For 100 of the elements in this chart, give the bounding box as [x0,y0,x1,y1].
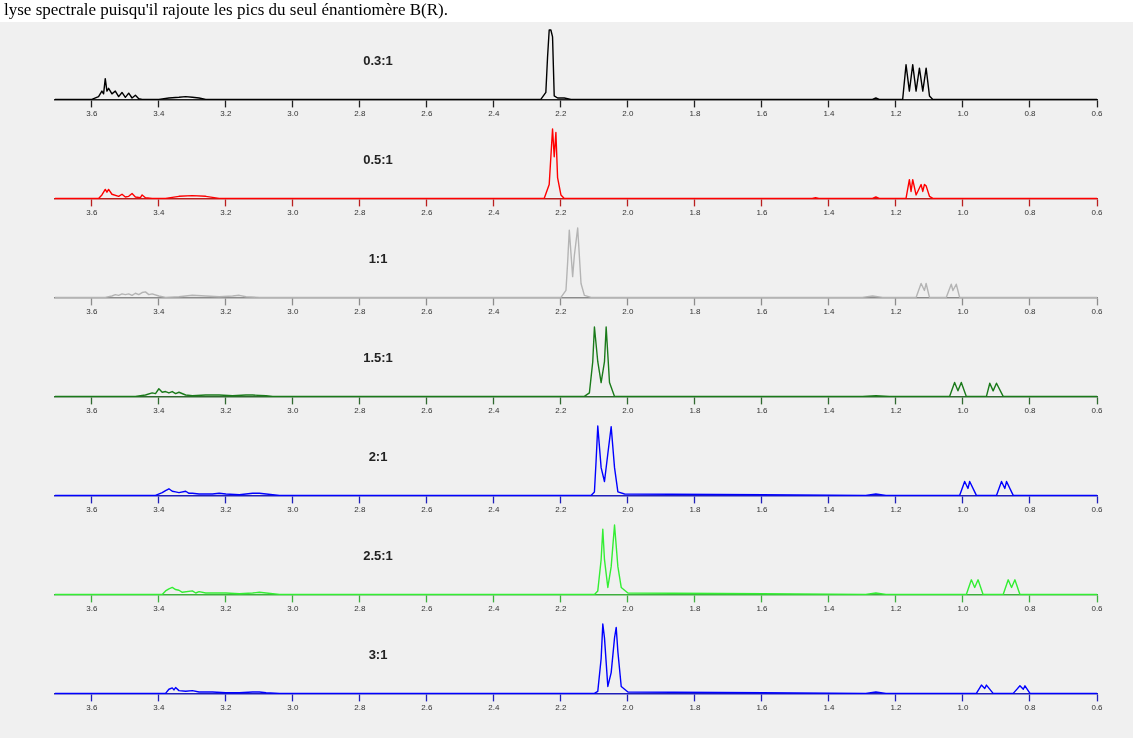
x-tick-label: 1.0 [957,406,970,416]
x-tick-label: 1.0 [957,109,970,119]
x-tick-label: 3.0 [287,208,299,218]
x-tick-label: 3.0 [287,406,299,416]
x-tick-label: 2.6 [421,703,434,713]
x-tick-label: 2.0 [622,208,635,218]
text: 1.5:1 [363,349,393,365]
x-tick-label: 3.2 [220,307,232,317]
x-tick-label: 0.8 [1024,505,1037,515]
x-tick-label: 1.0 [957,307,970,317]
x-tick-label: 0.8 [1024,307,1037,317]
x-tick-label: 3.0 [287,505,299,515]
x-tick-label: 1.4 [823,109,836,119]
x-tick-label: 3.2 [220,208,232,218]
x-tick-label: 2.2 [555,406,568,416]
x-tick-label: 2.0 [622,307,635,317]
x-tick-label: 1.4 [823,703,836,713]
x-tick-label: 0.8 [1024,208,1037,218]
x-tick-label: 1.2 [890,307,903,317]
x-tick-label: 2.0 [622,406,635,416]
x-tick-label: 2.4 [488,406,501,416]
x-tick-label: 1.6 [756,505,769,515]
x-tick-label: 2.6 [421,307,434,317]
x-tick-label: 3.2 [220,406,232,416]
x-tick-label: 2.6 [421,406,434,416]
x-tick-label: 2.6 [421,505,434,515]
x-tick-label: 2.6 [421,604,434,614]
x-tick-label: 1.6 [756,109,769,119]
x-tick-label: 0.6 [1091,208,1104,218]
x-tick-label: 1.8 [689,109,702,119]
x-tick-label: 2.2 [555,505,568,515]
x-tick-label: 1.2 [890,406,903,416]
x-tick-label: 1.8 [689,604,702,614]
x-tick-label: 3.2 [220,703,232,713]
x-tick-label: 0.8 [1024,703,1037,713]
x-tick-label: 3.2 [220,109,232,119]
x-tick-label: 1.6 [756,307,769,317]
x-tick-label: 1.8 [689,505,702,515]
x-tick-label: 1.2 [890,703,903,713]
x-tick-label: 2.8 [354,406,366,416]
x-tick-label: 3.0 [287,604,299,614]
x-tick-label: 2.8 [354,307,366,317]
x-tick-label: 3.2 [220,505,232,515]
x-tick-label: 1.4 [823,406,836,416]
x-tick-label: 2.4 [488,109,501,119]
x-tick-label: 2.2 [555,703,568,713]
x-tick-label: 1.0 [957,604,970,614]
x-tick-label: 2.4 [488,703,501,713]
x-tick-label: 3.4 [153,109,165,119]
x-tick-label: 3.4 [153,406,165,416]
x-tick-label: 2.8 [354,505,366,515]
x-tick-label: 0.6 [1091,604,1104,614]
x-tick-label: 0.6 [1091,703,1104,713]
x-tick-label: 0.6 [1091,109,1104,119]
x-tick-label: 2.0 [622,703,635,713]
x-tick-label: 1.6 [756,604,769,614]
x-tick-label: 1.2 [890,604,903,614]
x-tick-label: 3.4 [153,208,165,218]
x-tick-label: 2.6 [421,109,434,119]
x-tick-label: 2.8 [354,109,366,119]
x-tick-label: 3.0 [287,109,299,119]
x-tick-label: 1.8 [689,703,702,713]
x-tick-label: 2.4 [488,505,501,515]
x-tick-label: 2.2 [555,109,568,119]
x-tick-label: 3.4 [153,604,165,614]
x-tick-label: 0.6 [1091,406,1104,416]
x-tick-label: 2.2 [555,604,568,614]
text: 0.5:1 [363,151,393,167]
x-tick-label: 3.6 [86,307,98,317]
x-tick-label: 3.6 [86,109,98,119]
x-tick-label: 3.4 [153,505,165,515]
x-tick-label: 3.6 [86,703,98,713]
x-tick-label: 2.4 [488,208,501,218]
x-tick-label: 1.8 [689,406,702,416]
x-tick-label: 1.4 [823,505,836,515]
x-tick-label: 3.6 [86,604,98,614]
x-tick-label: 2.0 [622,604,635,614]
x-tick-label: 3.2 [220,604,232,614]
x-tick-label: 3.4 [153,307,165,317]
x-tick-label: 1.0 [957,505,970,515]
x-tick-label: 2.8 [354,208,366,218]
x-tick-label: 1.8 [689,307,702,317]
x-tick-label: 1.4 [823,208,836,218]
x-tick-label: 0.6 [1091,505,1104,515]
text: 3:1 [368,646,388,662]
x-tick-label: 0.8 [1024,109,1037,119]
text: 2:1 [368,448,388,464]
x-tick-label: 0.8 [1024,604,1037,614]
x-tick-label: 2.2 [555,307,568,317]
text: lyse spectrale puisqu'il rajoute les pics du seul énantiomère B(R). [0,0,1133,22]
x-tick-label: 2.2 [555,208,568,218]
x-tick-label: 3.0 [287,703,299,713]
text: 2.5:1 [363,547,393,563]
text: 0.3:1 [363,52,393,68]
x-tick-label: 2.8 [354,604,366,614]
x-tick-label: 1.8 [689,208,702,218]
x-tick-label: 1.6 [756,406,769,416]
text: 1:1 [368,250,388,266]
x-tick-label: 3.6 [86,406,98,416]
x-tick-label: 1.2 [890,109,903,119]
